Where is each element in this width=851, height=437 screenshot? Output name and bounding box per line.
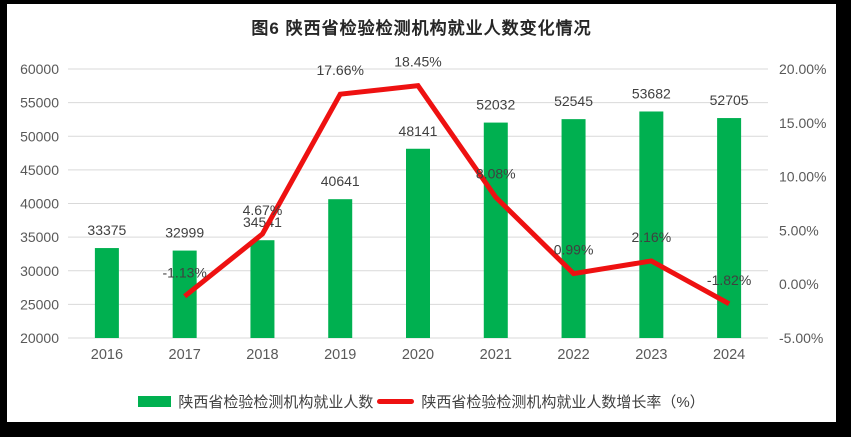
x-axis-label: 2018	[246, 347, 278, 363]
line-label: 18.45%	[394, 54, 441, 70]
legend-label-growth-rate: 陕西省检验检测机构就业人数增长率（%）	[421, 393, 705, 411]
bar-2016	[94, 248, 119, 338]
bar-label: 52545	[554, 93, 593, 109]
bar-2022	[561, 119, 586, 338]
bar-2023	[639, 111, 664, 338]
left-axis-tick: 55000	[20, 95, 59, 111]
left-axis-tick: 50000	[20, 128, 59, 144]
x-axis-label: 2017	[169, 347, 201, 363]
legend-item-growth-rate: 陕西省检验检测机构就业人数增长率（%）	[377, 391, 705, 412]
right-axis-tick: -5.00%	[779, 330, 823, 346]
line-label: -1.82%	[707, 272, 751, 288]
bar-2021	[483, 122, 508, 338]
x-axis-label: 2021	[480, 347, 512, 363]
bar-2020	[406, 148, 430, 338]
line-label: -1.13%	[162, 264, 206, 280]
x-axis-label: 2024	[713, 347, 745, 363]
legend-label-employment: 陕西省检验检测机构就业人数	[178, 393, 374, 411]
bar-2018	[250, 240, 275, 338]
right-axis-tick: 20.00%	[779, 61, 826, 77]
bar-label: 33375	[87, 222, 126, 238]
left-axis-tick: 60000	[20, 61, 59, 77]
bar-label: 53682	[632, 85, 671, 101]
legend-item-employment: 陕西省检验检测机构就业人数	[138, 391, 373, 412]
combo-chart: 60000 55000 50000 45000 40000 35000 30000 25000…	[20, 54, 826, 363]
left-axis-tick: 40000	[20, 196, 59, 212]
growth-rate-line	[183, 83, 731, 306]
x-axis-label: 2019	[324, 347, 356, 363]
right-axis-tick: 10.00%	[779, 169, 826, 185]
right-axis-tick: 0.00%	[779, 276, 819, 292]
right-axis-tick: 5.00%	[779, 222, 819, 238]
line-label: 0.99%	[554, 242, 594, 258]
left-axis-tick: 35000	[20, 229, 59, 245]
line-label: 2.16%	[631, 229, 671, 245]
line-label: 8.08%	[476, 165, 516, 181]
chart-title: 图6 陕西省检验检测机构就业人数变化情况	[251, 19, 592, 38]
bar-label: 40641	[321, 173, 360, 189]
bar-label: 52032	[476, 97, 515, 113]
right-axis-tick: 15.00%	[779, 115, 826, 131]
x-axis-label: 2020	[402, 347, 434, 363]
line-series-swatch	[377, 398, 415, 404]
bar-label: 32999	[165, 225, 204, 241]
bar-2024	[717, 118, 742, 339]
left-axis-tick: 25000	[20, 296, 59, 312]
chart-legend: 陕西省检验检测机构就业人数 陕西省检验检测机构就业人数增长率（%）	[7, 390, 836, 412]
bar-label: 48141	[399, 123, 438, 139]
line-label: 17.66%	[316, 62, 363, 78]
bar-series-swatch	[138, 395, 172, 407]
bar-2019	[328, 199, 353, 338]
left-axis-tick: 20000	[20, 330, 59, 346]
bar-label: 52705	[710, 92, 749, 108]
left-axis-tick: 30000	[20, 263, 59, 279]
line-label: 4.67%	[243, 202, 283, 218]
x-axis-label: 2023	[635, 347, 667, 363]
left-axis-tick: 45000	[20, 162, 59, 178]
chart-panel: 图6 陕西省检验检测机构就业人数变化情况 60000 55000 50000 4500…	[7, 4, 836, 422]
x-axis-label: 2022	[557, 347, 589, 363]
x-axis-label: 2016	[91, 347, 123, 363]
